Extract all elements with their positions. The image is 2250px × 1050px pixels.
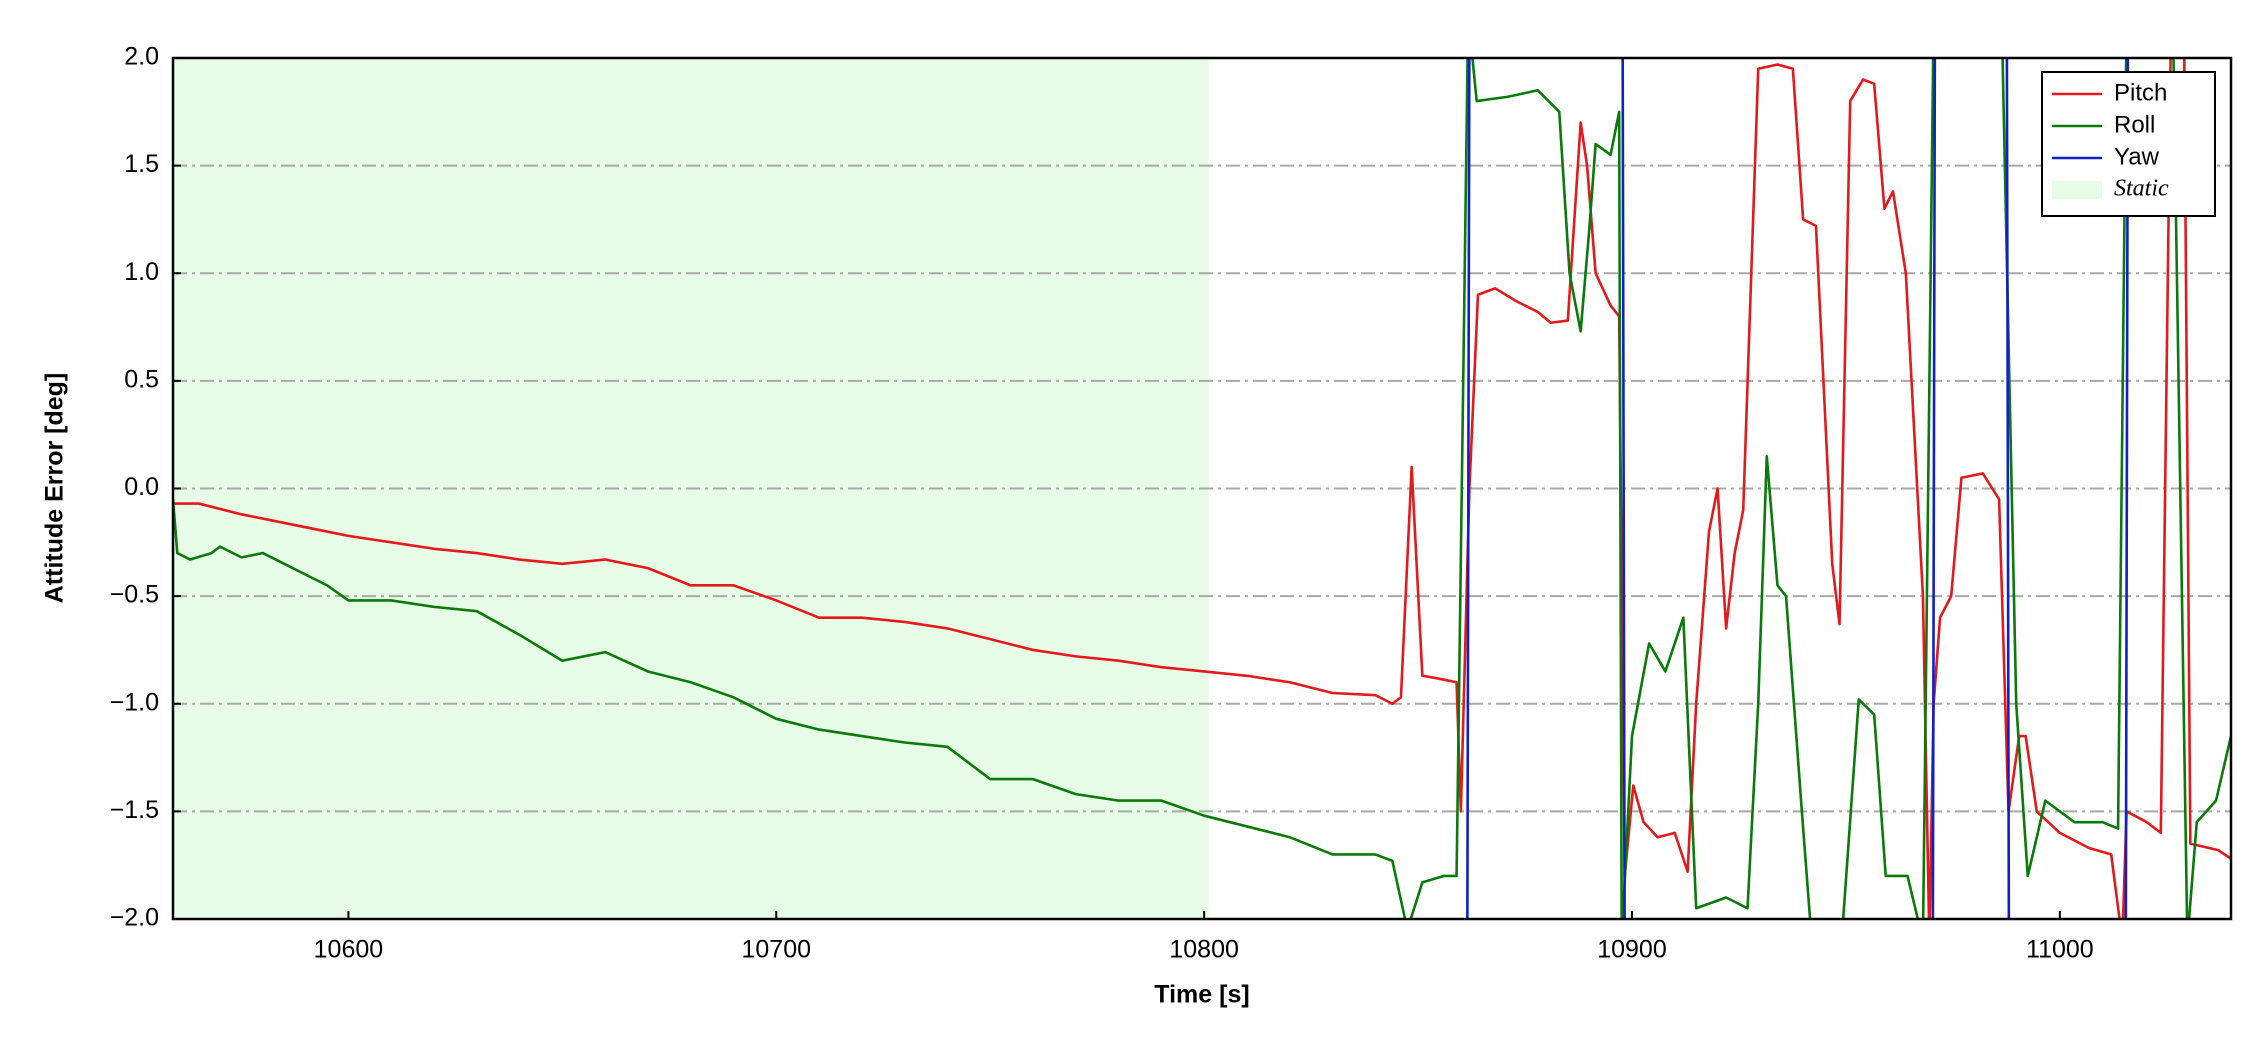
x-tick-label: 10800 [1169,936,1239,964]
series-line [173,58,2231,919]
legend-label: Roll [2114,111,2155,138]
x-tick-label: 10700 [742,936,812,964]
legend-label: Pitch [2114,79,2167,106]
y-axis-label: Attitude Error [deg] [41,373,69,604]
legend-swatch [2052,181,2102,199]
plot-lines [173,58,2231,919]
series-line [1466,58,2130,919]
y-tick-label: −2.0 [110,904,159,932]
y-tick-label: −1.5 [110,796,159,824]
y-tick-label: 0.0 [124,473,159,501]
y-tick-label: 0.5 [124,365,159,393]
y-tick-label: 1.0 [124,258,159,286]
x-tick-label: 10600 [314,936,384,964]
y-tick-label: −0.5 [110,581,159,609]
y-tick-label: 1.5 [124,150,159,178]
plot-frame [171,56,2233,921]
x-tick-label: 10900 [1597,936,1667,964]
x-tick-label: 11000 [2026,936,2094,964]
y-tick-label: 2.0 [124,43,159,71]
legend-label: Static [2114,176,2169,202]
y-tick-label: −1.0 [110,688,159,716]
legend-label: Yaw [2114,143,2160,170]
x-axis-label: Time [s] [1154,981,1249,1009]
